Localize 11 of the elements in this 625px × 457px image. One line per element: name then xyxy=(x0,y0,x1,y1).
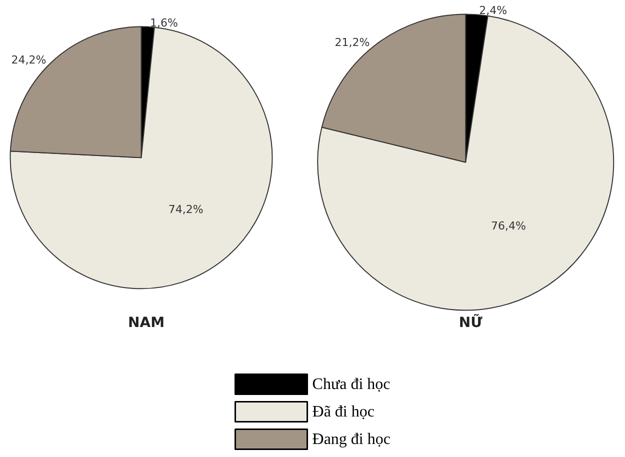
legend-label: Chưa đi học xyxy=(312,376,390,393)
data-label: 21,2% xyxy=(334,36,370,50)
data-label: 76,4% xyxy=(491,220,526,233)
legend-label: Đã đi học xyxy=(312,403,374,420)
data-label: 74,2% xyxy=(168,203,204,216)
slice-label: NAM xyxy=(128,314,164,331)
slice-label: NỮ xyxy=(458,314,483,331)
data-label: 2,4% xyxy=(479,4,508,18)
legend-label: Đang đi học xyxy=(312,430,390,448)
data-label: 24,2% xyxy=(11,53,46,66)
data-label: 1,6% xyxy=(150,16,178,30)
